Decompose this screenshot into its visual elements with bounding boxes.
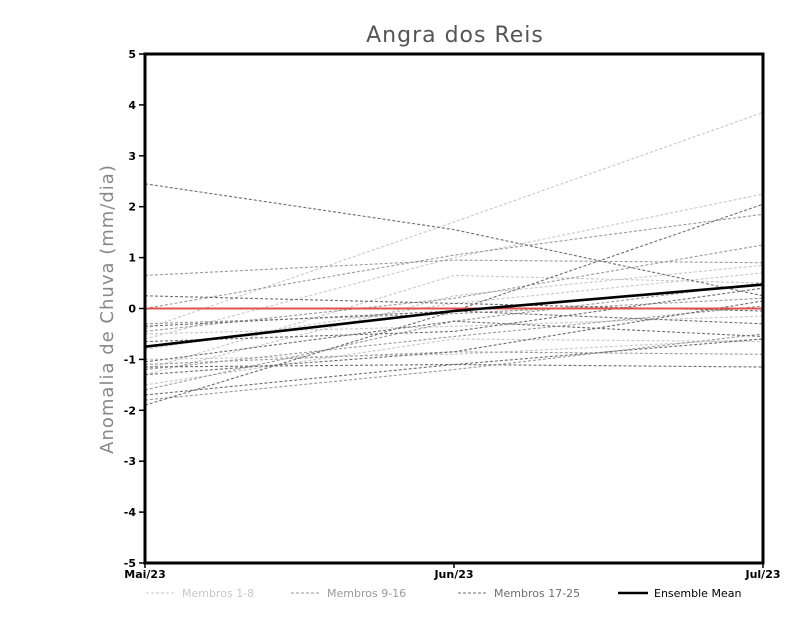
x-tick-label: Jun/23 (433, 568, 473, 581)
series-line-membro-4 (144, 264, 764, 376)
series-line-membro-10 (144, 259, 764, 276)
chart-title: Angra dos Reis (366, 23, 544, 48)
x-tick-label: Jul/23 (744, 568, 780, 581)
series-line-membro-24 (144, 287, 764, 343)
y-tick-label: 1 (128, 252, 136, 265)
series-line-membro-2 (144, 193, 764, 340)
series-line-membro-7 (144, 315, 764, 335)
legend-label: Ensemble Mean (654, 587, 741, 600)
series-line-membro-19 (144, 203, 764, 406)
y-tick-label: 0 (128, 303, 136, 316)
series-line-membro-11 (144, 351, 764, 366)
y-tick-label: -5 (124, 557, 136, 570)
series-line-membro-22 (144, 338, 764, 368)
legend-label: Membros 9-16 (327, 587, 406, 600)
y-axis-label: Anomalia de Chuva (mm/dia) (97, 164, 118, 454)
series-line-membro-8 (144, 272, 764, 350)
y-tick-label: 4 (128, 99, 136, 112)
y-tick-label: -3 (124, 455, 136, 468)
legend-label: Membros 1-8 (182, 587, 254, 600)
series-line-membro-9 (144, 244, 764, 332)
series-line-membro-3 (144, 274, 764, 371)
series-line-membro-13 (144, 213, 764, 310)
ensemble-mean-line (144, 283, 764, 348)
series-line-membro-16 (144, 305, 764, 371)
series-line-membro-6 (144, 338, 764, 360)
legend-label: Membros 17-25 (494, 587, 580, 600)
legend: Membros 1-8 Membros 9-16 Membros 17-25 Ense… (146, 587, 741, 600)
series-line-membro-15 (144, 297, 764, 325)
series-line-membro-1 (144, 111, 764, 330)
series-line-membro-23 (144, 310, 764, 327)
series-line-membro-21 (144, 363, 764, 396)
y-tick-label: -4 (124, 506, 137, 519)
y-tick-label: 2 (128, 201, 136, 214)
series-line-membro-12 (144, 333, 764, 401)
y-tick-label: 5 (128, 48, 136, 61)
y-tick-label: -1 (124, 353, 136, 366)
x-tick-label: Mai/23 (124, 568, 165, 581)
y-tick-label: 3 (128, 150, 136, 163)
series-line-membro-5 (144, 338, 764, 386)
y-tick-label: -2 (124, 404, 136, 417)
series-line-membro-17 (144, 183, 764, 297)
series-line-membro-20 (144, 320, 764, 363)
